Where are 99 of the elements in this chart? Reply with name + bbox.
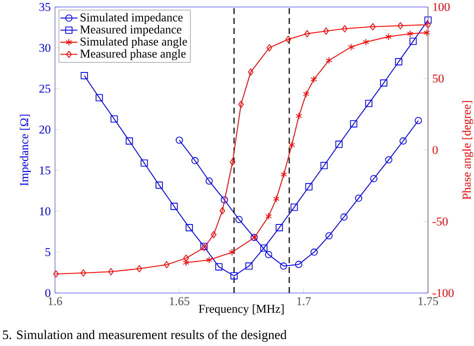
point [273, 195, 280, 202]
point [220, 196, 228, 204]
point [210, 231, 216, 238]
y-tick-label: 35 [39, 2, 50, 12]
point [414, 116, 422, 124]
point [110, 115, 118, 123]
y2-tick-label: 0 [432, 146, 438, 154]
y-axis-title: Impedance [Ω] [20, 114, 31, 186]
y2-tick-label: 100 [433, 2, 450, 12]
point [206, 256, 212, 264]
y-tick-label: 15 [40, 166, 50, 174]
point [342, 25, 348, 32]
point [310, 76, 318, 83]
point [362, 38, 370, 46]
text: 5. Simulation and measurement results of the designed [2, 330, 287, 342]
point [80, 72, 88, 80]
point [170, 202, 178, 210]
point [126, 137, 133, 145]
point [266, 44, 272, 52]
point [406, 30, 414, 38]
point [96, 94, 103, 102]
point [385, 156, 392, 164]
legend-label: Measured impedance [80, 25, 182, 36]
point [370, 23, 376, 30]
point [220, 207, 226, 214]
y-tick-label: 20 [39, 126, 50, 134]
y2-axis-title: Phase angle [degree] [462, 101, 474, 200]
point [348, 43, 354, 51]
legend-label: Measured phase angle [80, 49, 186, 60]
point [248, 68, 254, 76]
point [350, 120, 358, 128]
point [288, 141, 295, 149]
point [182, 259, 190, 266]
point [108, 268, 114, 276]
point [80, 269, 86, 277]
point [176, 136, 183, 144]
point [409, 38, 417, 45]
point [305, 183, 312, 190]
point [385, 33, 392, 40]
point [280, 262, 288, 270]
point [230, 158, 236, 166]
x-tick-label: 1.65 [170, 297, 190, 306]
point [183, 254, 189, 262]
point [290, 204, 298, 211]
point [395, 58, 402, 66]
point [365, 100, 372, 108]
point [136, 265, 142, 272]
point [280, 170, 287, 178]
point [295, 260, 302, 268]
point [215, 263, 222, 270]
point [276, 224, 283, 232]
point [424, 16, 432, 24]
point [302, 90, 310, 98]
y-tick-label: 25 [39, 84, 50, 93]
y-tick-label: 30 [39, 44, 50, 52]
point [238, 100, 244, 108]
legend-label: Simulated impedance [80, 13, 183, 24]
point [235, 216, 243, 224]
point [400, 137, 407, 145]
x-axis-title: Frequency [MHz] [198, 304, 284, 316]
point [265, 250, 272, 258]
point [53, 270, 59, 278]
point [191, 157, 199, 164]
point [245, 262, 253, 270]
point [296, 112, 302, 120]
point [398, 22, 404, 30]
point [304, 30, 310, 38]
y-tick-label: 5 [46, 248, 50, 256]
point [206, 177, 213, 185]
point [310, 248, 318, 256]
y-tick-label: 0 [45, 288, 50, 298]
point [260, 244, 268, 252]
point [335, 140, 343, 148]
point [156, 182, 163, 189]
point [140, 159, 148, 167]
point [424, 29, 430, 36]
point [325, 232, 333, 240]
point [370, 175, 378, 182]
point [425, 21, 431, 28]
point [320, 162, 328, 170]
y2-tick-label: 50 [432, 74, 444, 83]
y2-tick-label: -100 [432, 288, 454, 298]
point [355, 194, 362, 202]
x-tick-label: 1.7 [297, 297, 311, 306]
point [340, 213, 348, 221]
point [380, 79, 388, 87]
point [230, 272, 238, 280]
legend-label: Simulated phase angle [80, 37, 187, 48]
y2-tick-label: -50 [432, 217, 448, 226]
point [228, 248, 236, 256]
y-tick-label: 10 [40, 207, 50, 216]
point [323, 27, 329, 35]
point [265, 212, 272, 220]
x-tick-label: 1.6 [48, 297, 62, 306]
point [186, 224, 193, 232]
point [326, 56, 332, 64]
point [164, 261, 170, 268]
x-tick-label: 1.75 [418, 297, 438, 306]
point [285, 36, 292, 43]
